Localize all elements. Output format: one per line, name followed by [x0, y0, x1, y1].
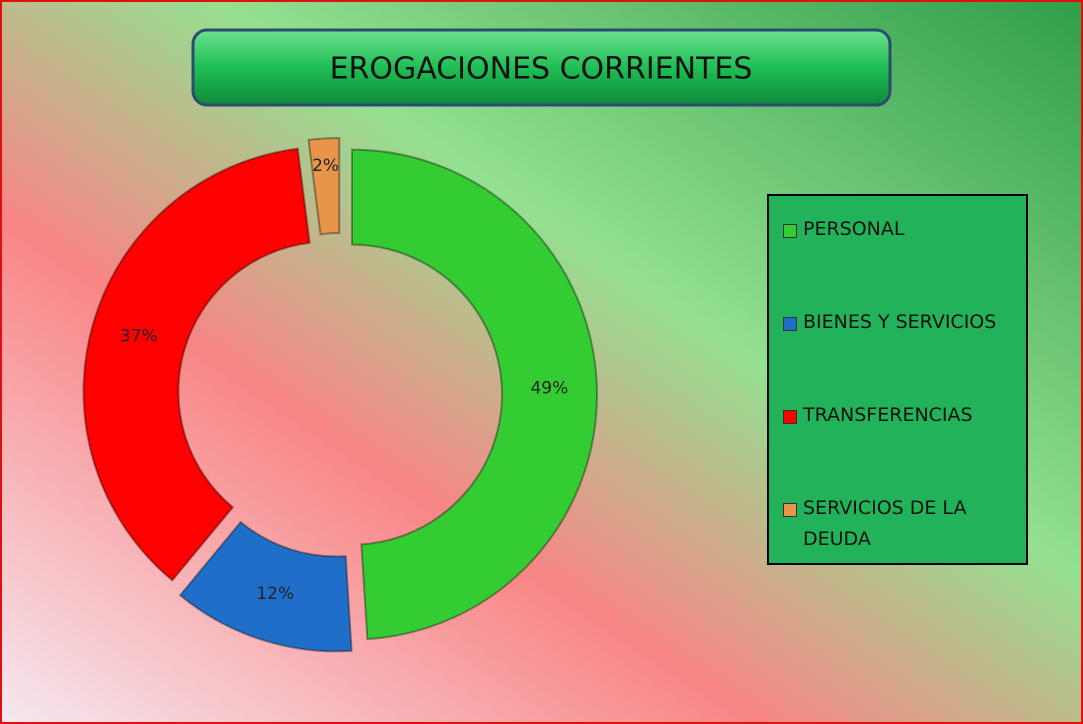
legend-entry: BIENES Y SERVICIOS — [783, 307, 1018, 400]
legend-swatch — [783, 224, 797, 238]
legend: PERSONAL BIENES Y SERVICIOS TRANSFERENCIAS… — [767, 194, 1028, 565]
legend-swatch — [783, 503, 797, 517]
legend-entry: SERVICIOS DE LA DEUDA — [783, 493, 1018, 586]
legend-label: PERSONAL — [803, 218, 905, 240]
title-box — [191, 28, 892, 107]
legend-label: TRANSFERENCIAS — [803, 404, 973, 426]
data-label: 49% — [530, 378, 568, 398]
donut-slice — [350, 148, 598, 641]
data-label: 12% — [256, 584, 294, 604]
legend-label: BIENES Y SERVICIOS — [803, 311, 997, 333]
donut-slice — [82, 147, 311, 582]
legend-entry: PERSONAL — [783, 214, 1018, 307]
data-label: 2% — [312, 156, 339, 176]
donut-slice — [178, 520, 353, 653]
chart-title: EROGACIONES CORRIENTES — [330, 52, 753, 87]
legend-entry: TRANSFERENCIAS — [783, 400, 1018, 493]
legend-swatch — [783, 410, 797, 424]
data-label: 37% — [120, 327, 158, 347]
donut-slice — [307, 137, 341, 236]
legend-swatch — [783, 317, 797, 331]
legend-label: SERVICIOS DE LA DEUDA — [803, 497, 967, 550]
